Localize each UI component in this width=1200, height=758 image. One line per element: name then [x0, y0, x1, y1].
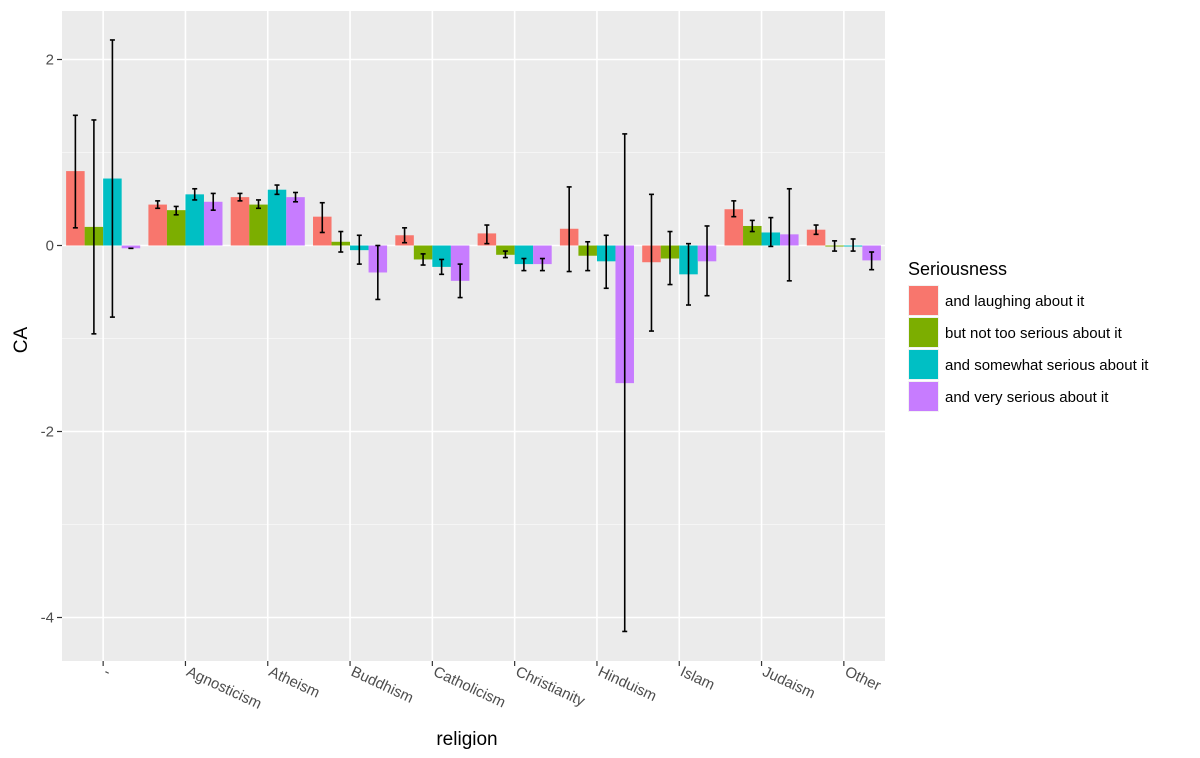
errorbar	[539, 257, 545, 272]
bar	[166, 210, 186, 246]
errorbar	[255, 199, 261, 210]
bar	[496, 245, 515, 255]
y-axis: 2 0 -2 -4	[41, 52, 62, 627]
legend-label: and laughing about it	[945, 293, 1085, 310]
legend-item: and laughing about it	[908, 285, 1085, 316]
legend: Seriousness and laughing about it but not…	[908, 259, 1149, 412]
errorbar	[457, 263, 463, 299]
errorbar	[850, 238, 856, 252]
legend-item: and very serious about it	[908, 381, 1109, 412]
bar	[148, 204, 167, 246]
y-tick-label: 2	[46, 52, 54, 69]
errorbar	[502, 250, 508, 259]
errorbar	[420, 253, 426, 266]
bar	[533, 245, 552, 265]
bar	[267, 189, 287, 246]
errorbar	[109, 39, 115, 318]
bar	[249, 204, 268, 246]
legend-title: Seriousness	[908, 259, 1007, 279]
errorbar	[585, 240, 591, 272]
errorbar	[173, 205, 179, 216]
bar	[806, 229, 826, 246]
errorbar	[356, 234, 362, 265]
errorbar	[72, 114, 78, 229]
y-tick-label: -2	[41, 424, 54, 441]
errorbars-layer	[72, 39, 875, 633]
bar	[286, 197, 305, 246]
errorbar	[749, 219, 755, 233]
errorbar	[484, 224, 490, 245]
errorbar	[667, 230, 673, 286]
errorbar	[648, 193, 654, 332]
bar	[450, 245, 470, 281]
legend-label: and somewhat serious about it	[945, 357, 1149, 374]
x-tick-label: Hinduism	[595, 663, 659, 705]
errorbar	[274, 184, 280, 196]
legend-key-swatch	[909, 350, 938, 379]
errorbar	[813, 224, 819, 236]
errorbar	[293, 191, 299, 203]
errorbar	[704, 225, 710, 297]
errorbar	[686, 242, 692, 306]
x-tick-label: -	[101, 663, 113, 681]
legend-item: and somewhat serious about it	[908, 349, 1149, 380]
errorbar	[622, 133, 628, 633]
x-tick-label: Atheism	[266, 663, 322, 701]
legend-item: but not too serious about it	[908, 317, 1123, 348]
bar	[121, 245, 141, 249]
x-tick-label: Other	[842, 663, 883, 694]
errorbar	[319, 201, 325, 234]
errorbar	[439, 258, 445, 276]
y-tick-label: -4	[41, 610, 54, 627]
errorbar	[566, 186, 572, 273]
x-tick-label: Islam	[678, 663, 718, 694]
errorbar	[603, 234, 609, 290]
errorbar	[521, 257, 527, 272]
panel-background	[62, 11, 885, 661]
x-tick-label: Judaism	[760, 663, 818, 702]
legend-label: and very serious about it	[945, 389, 1109, 406]
errorbar	[375, 244, 381, 301]
bar	[185, 194, 204, 246]
errorbar	[237, 192, 243, 202]
errorbar	[91, 119, 97, 335]
errorbar	[731, 200, 737, 218]
legend-key-swatch	[909, 318, 938, 347]
bar	[514, 245, 534, 265]
bar	[724, 209, 744, 246]
legend-key-swatch	[909, 382, 938, 411]
x-axis-title: religion	[436, 729, 497, 750]
grid-lines	[62, 11, 885, 661]
errorbar	[155, 200, 161, 210]
bar	[203, 201, 223, 246]
bar	[432, 245, 451, 267]
y-axis-title: CA	[11, 326, 32, 353]
errorbar	[869, 251, 875, 271]
errorbar	[402, 227, 408, 244]
x-tick-label: Christianity	[513, 663, 588, 710]
bar	[230, 197, 250, 246]
legend-key-swatch	[909, 286, 938, 315]
x-tick-label: Agnosticism	[184, 663, 264, 713]
errorbar	[768, 216, 774, 248]
x-axis: - Agnosticism Atheism Buddhism Catholicism Ch…	[101, 661, 883, 713]
bar	[413, 245, 433, 260]
y-tick-label: 0	[46, 238, 54, 255]
errorbar	[192, 187, 198, 201]
errorbar	[786, 187, 792, 282]
errorbar	[832, 240, 838, 252]
x-tick-label: Buddhism	[348, 663, 416, 707]
x-tick-label: Catholicism	[431, 663, 508, 711]
errorbar	[210, 192, 216, 211]
bar	[743, 225, 762, 246]
legend-label: but not too serious about it	[945, 325, 1123, 342]
errorbar	[338, 230, 344, 253]
